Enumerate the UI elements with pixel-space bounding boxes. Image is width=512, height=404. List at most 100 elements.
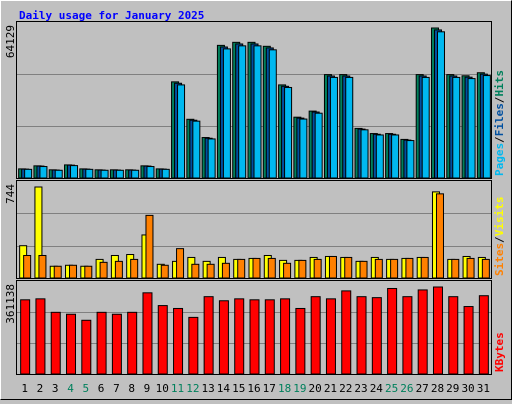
bar: [405, 257, 414, 279]
bar: [145, 214, 154, 279]
x-tick-label: 29: [446, 382, 459, 395]
bar: [345, 76, 354, 179]
bar: [249, 299, 260, 375]
bar: [66, 313, 77, 375]
x-tick-label: 1: [21, 382, 28, 395]
bar: [467, 78, 476, 179]
x-tick-label: 13: [202, 382, 215, 395]
bar: [314, 112, 323, 179]
bar: [451, 258, 460, 279]
bar: [391, 134, 400, 179]
bar: [38, 254, 47, 279]
legend-separator: /: [493, 97, 506, 104]
bar: [160, 264, 169, 279]
bar: [452, 76, 461, 179]
bar: [268, 49, 277, 179]
bar: [177, 84, 186, 179]
bar: [420, 256, 429, 279]
bar: [341, 290, 352, 375]
bar: [325, 298, 336, 375]
x-tick-label: 25: [385, 382, 398, 395]
bar: [99, 261, 108, 279]
x-tick-label: 2: [37, 382, 44, 395]
bar: [402, 296, 413, 375]
x-tick-label: 9: [144, 382, 151, 395]
bar: [253, 45, 262, 179]
bar: [53, 265, 62, 279]
bar: [406, 140, 415, 179]
x-tick-label: 22: [339, 382, 352, 395]
x-tick-label: 7: [113, 382, 120, 395]
y-max-label: 64129: [4, 25, 17, 58]
bar: [39, 166, 48, 179]
bar: [206, 263, 215, 279]
bar: [161, 168, 170, 179]
bar: [298, 259, 307, 279]
bar: [203, 296, 214, 375]
bar: [387, 287, 398, 375]
x-tick-label: 19: [293, 382, 306, 395]
bar: [191, 263, 200, 279]
legend-entry: Files: [493, 103, 506, 136]
bar: [463, 306, 474, 375]
bar: [20, 299, 31, 375]
bar: [375, 134, 384, 179]
bar: [478, 295, 489, 375]
bar: [417, 289, 428, 375]
bar: [218, 300, 229, 375]
y-max-label: 361138: [4, 284, 17, 324]
bar: [295, 307, 306, 375]
x-tick-label: 6: [98, 382, 105, 395]
bar: [85, 168, 94, 179]
bar: [84, 265, 93, 279]
bar: [142, 292, 153, 375]
bar: [100, 169, 109, 179]
legend: Pages/Files/Hits: [493, 70, 506, 176]
legend: Sites/Visits: [493, 197, 506, 277]
x-tick-label: 20: [309, 382, 322, 395]
x-tick-label: 30: [461, 382, 474, 395]
bar: [371, 297, 382, 375]
bar: [284, 86, 293, 179]
bar: [50, 311, 61, 375]
legend-entry: Hits: [493, 70, 506, 97]
bar: [114, 260, 123, 279]
x-tick-label: 3: [52, 382, 59, 395]
x-tick-label: 8: [128, 382, 135, 395]
bar: [267, 257, 276, 279]
chart-title: Daily usage for January 2025: [19, 9, 204, 22]
bar: [115, 169, 124, 179]
bar: [310, 296, 321, 375]
bar: [221, 262, 230, 279]
bar: [299, 118, 308, 179]
bar: [176, 248, 185, 279]
x-tick-label: 24: [370, 382, 384, 395]
x-tick-label: 5: [82, 382, 89, 395]
bar: [130, 258, 139, 279]
bar: [390, 258, 399, 279]
legend: KBytes: [493, 332, 506, 372]
bar: [344, 256, 353, 279]
bar: [356, 296, 367, 375]
bar: [146, 166, 155, 179]
bar: [432, 286, 443, 375]
y-max-label: 744: [4, 184, 17, 204]
bar: [111, 313, 122, 375]
x-tick-label: 12: [186, 382, 199, 395]
bar: [448, 296, 459, 375]
bar: [252, 257, 261, 279]
bar: [283, 262, 292, 279]
bar: [173, 307, 184, 375]
bar: [237, 258, 246, 279]
x-tick-label: 16: [247, 382, 260, 395]
bar: [280, 298, 291, 375]
x-tick-label: 18: [278, 382, 291, 395]
bar: [436, 31, 445, 179]
legend-separator: /: [493, 236, 506, 243]
bar: [374, 258, 383, 279]
x-tick-label: 10: [156, 382, 169, 395]
bar: [313, 258, 322, 279]
x-tick-label: 23: [354, 382, 367, 395]
